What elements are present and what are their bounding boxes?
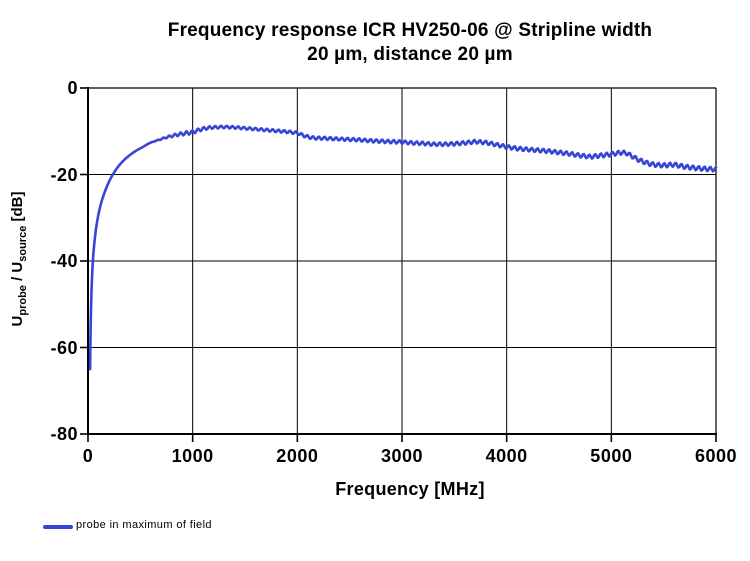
series-line-probe-in-maximum-of-field xyxy=(88,124,718,371)
x-tick-label-2: 2000 xyxy=(276,446,319,466)
y-tick-label-3: -60 xyxy=(50,337,78,358)
y-axis-title-sub2: source xyxy=(17,225,29,262)
y-axis-title-mid: / U xyxy=(9,261,26,286)
x-tick-label-5: 5000 xyxy=(590,446,633,466)
y-tick-label-0: 0 xyxy=(67,78,78,98)
y-tick-label-4: -80 xyxy=(50,424,78,444)
y-axis-title-unit: [dB] xyxy=(9,191,26,226)
chart-title: Frequency response ICR HV250-06 @ Stripl… xyxy=(60,19,750,67)
x-tick-label-6: 6000 xyxy=(694,446,738,466)
y-axis-title: Uprobe / Usource [dB] xyxy=(9,109,35,409)
x-tick-label-1: 1000 xyxy=(171,446,214,466)
y-tick-label-2: -40 xyxy=(50,251,78,271)
legend-line-swatch xyxy=(43,525,73,529)
x-tick-label-4: 4000 xyxy=(485,446,528,466)
y-tick-label-1: -20 xyxy=(50,164,78,185)
y-axis-title-u1: U xyxy=(9,315,26,327)
y-axis-title-sub1: probe xyxy=(17,285,29,316)
x-axis-title: Frequency [MHz] xyxy=(335,479,485,499)
chart-title-line1: Frequency response ICR HV250-06 @ Stripl… xyxy=(167,20,653,41)
x-tick-label-3: 3000 xyxy=(380,446,424,466)
chart-title-line2: 20 µm, distance 20 µm xyxy=(307,44,513,65)
x-tick-label-0: 0 xyxy=(82,446,94,466)
legend-label: probe in maximum of field xyxy=(76,519,212,531)
